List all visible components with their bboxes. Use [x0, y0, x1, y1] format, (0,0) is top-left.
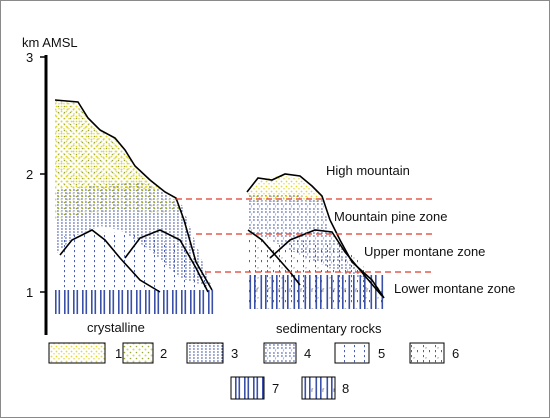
left-yellow-band [55, 100, 162, 190]
zone-label-high: High mountain [326, 163, 410, 178]
left-ridge-1 [59, 229, 161, 293]
zone-label-lower: Lower montane zone [394, 281, 515, 296]
right-mountain [246, 173, 385, 309]
zone-label-pine: Mountain pine zone [334, 209, 447, 224]
legend-label-4: 4 [304, 346, 311, 361]
legend-swatch-5 [334, 342, 370, 364]
legend-label-8: 8 [342, 381, 349, 396]
legend-swatch-6 [409, 342, 445, 364]
legend-swatch-7 [230, 376, 265, 400]
left-bedrock-bars [52, 290, 214, 314]
legend-label-2: 2 [160, 346, 167, 361]
legend-label-3: 3 [231, 346, 238, 361]
legend-swatch-3 [186, 342, 224, 364]
y-axis-title: km AMSL [22, 35, 78, 50]
bedrock-label-sedimentary: sedimentary rocks [276, 321, 382, 336]
legend-swatch-8 [301, 376, 336, 400]
right-blue-band [248, 195, 365, 280]
left-mountain [52, 99, 214, 314]
right-yellow-band [248, 176, 322, 202]
legend-label-6: 6 [452, 346, 459, 361]
y-tick-label-3: 3 [26, 50, 33, 65]
right-ridge-2 [269, 229, 383, 297]
legend-label-7: 7 [272, 381, 279, 396]
left-mountain-outline [54, 99, 213, 291]
zone-boundaries [176, 198, 435, 273]
y-axis: km AMSL 3 2 1 [22, 35, 78, 335]
left-ridge-2 [124, 229, 209, 293]
legend-label-1: 1 [115, 346, 122, 361]
legend-swatch-4 [263, 342, 297, 364]
right-lower-band [248, 235, 384, 305]
zone-label-upper: Upper montane zone [364, 244, 485, 259]
legend-label-5: 5 [378, 346, 385, 361]
right-ridge-1 [247, 229, 301, 286]
bedrock-label-crystalline: crystalline [87, 320, 145, 335]
y-tick-label-1: 1 [26, 285, 33, 300]
legend: 1 2 3 4 5 6 7 8 [48, 342, 459, 400]
legend-swatch-2 [122, 342, 154, 364]
y-tick-label-2: 2 [26, 167, 33, 182]
legend-swatch-1 [48, 342, 106, 364]
